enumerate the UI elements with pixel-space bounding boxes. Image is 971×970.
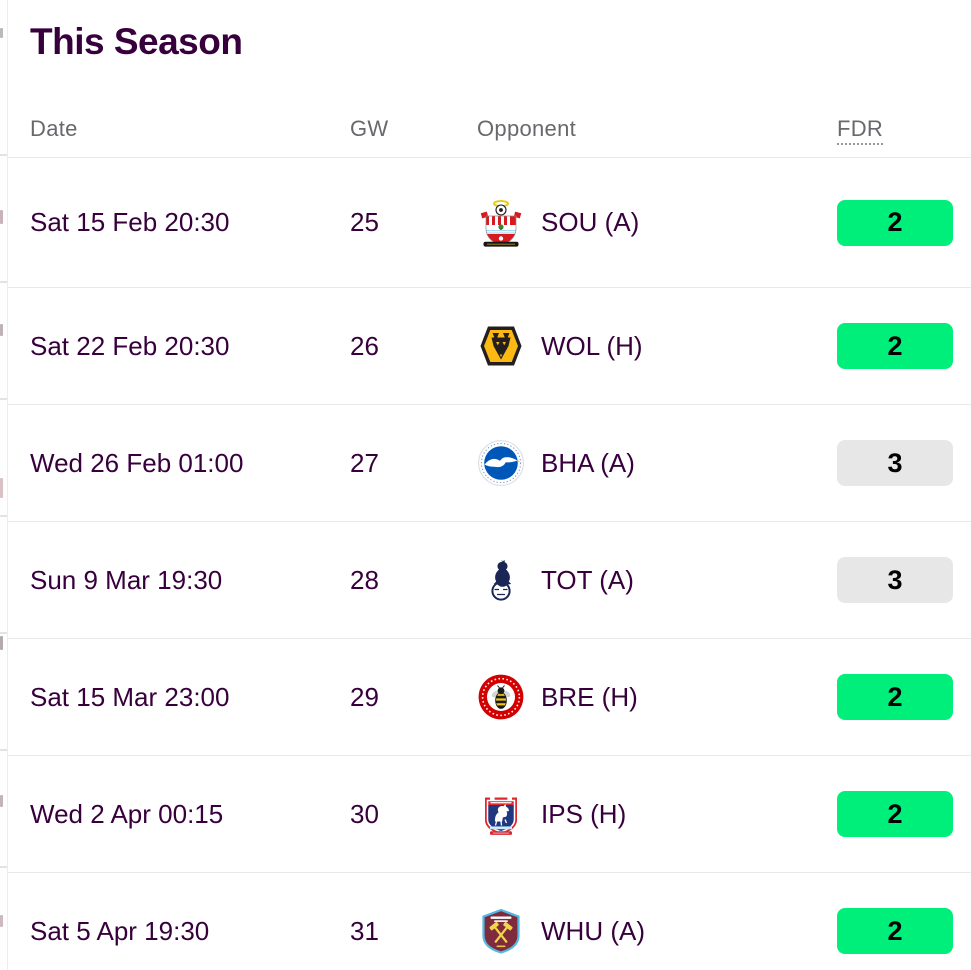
fixture-opponent: WOL (H): [541, 330, 643, 361]
fdr-badge: 2: [837, 199, 953, 246]
brighton-crest-icon: [477, 439, 525, 487]
section-title: This Season: [30, 21, 243, 62]
fixture-opponent: BRE (H): [541, 681, 638, 712]
page-edge-artifact: [0, 915, 3, 927]
fixture-date: Sat 15 Feb 20:30: [30, 207, 230, 237]
fixture-row: Sun 9 Mar 19:30 28 TOT (A) 3: [8, 521, 971, 638]
fixture-date: Sat 15 Mar 23:00: [30, 681, 230, 712]
ipswich-crest-icon: [477, 790, 525, 838]
page-edge-artifact: [0, 749, 7, 751]
fixture-row: Wed 2 Apr 00:15 30: [8, 755, 971, 872]
fixture-date: Sat 22 Feb 20:30: [30, 330, 230, 361]
fixture-date: Wed 2 Apr 00:15: [30, 798, 224, 829]
fixture-opponent: IPS (H): [541, 798, 627, 829]
col-header-opponent: Opponent: [477, 116, 577, 141]
fixture-gameweek: 27: [350, 447, 379, 478]
fixture-gameweek: 29: [350, 681, 379, 712]
fdr-badge: 3: [837, 440, 953, 486]
west-ham-crest-icon: [477, 907, 525, 955]
brentford-crest-icon: [477, 673, 525, 721]
fixture-row: Wed 26 Feb 01:00 27 BHA (A) 3: [8, 404, 971, 521]
wolves-crest-icon: [477, 322, 525, 370]
fixture-opponent: BHA (A): [541, 447, 635, 478]
page-edge-artifact: [0, 636, 3, 650]
fdr-tooltip-label[interactable]: FDR: [837, 116, 884, 145]
fixture-gameweek: 31: [350, 915, 379, 946]
fdr-badge: 2: [837, 791, 953, 837]
page-edge-artifact: [0, 515, 7, 517]
fdr-badge: 2: [837, 674, 953, 720]
this-season-section: This Season Date GW Opponent FDR Sat 15 …: [8, 0, 971, 970]
page-edge-artifact: [0, 478, 3, 498]
page-edge-artifact: [0, 281, 7, 283]
fdr-badge: 3: [837, 557, 953, 603]
col-header-gameweek: GW: [350, 116, 389, 141]
fixture-date: Wed 26 Feb 01:00: [30, 447, 244, 478]
page-edge-artifact: [0, 154, 7, 156]
fixture-row: Sat 15 Mar 23:00 29: [8, 638, 971, 755]
col-header-fdr[interactable]: FDR: [837, 116, 884, 157]
fdr-badge: 2: [837, 323, 953, 369]
fixture-date: Sun 9 Mar 19:30: [30, 564, 223, 595]
fixture-date: Sat 5 Apr 19:30: [30, 915, 210, 946]
fixture-opponent: WHU (A): [541, 915, 645, 946]
fixture-opponent: SOU (A): [541, 207, 640, 237]
fixture-opponent: TOT (A): [541, 564, 634, 595]
fixture-row: Sat 15 Feb 20:30 25: [8, 158, 971, 287]
southampton-crest-icon: [477, 199, 525, 247]
col-header-date: Date: [30, 116, 78, 141]
tottenham-crest-icon: [477, 556, 525, 604]
fdr-badge: 2: [837, 908, 953, 954]
page-edge-artifact: [0, 28, 3, 38]
page-edge-artifact: [0, 210, 3, 224]
page-edge-strip: [0, 0, 8, 970]
page-edge-artifact: [0, 632, 7, 634]
fixture-gameweek: 26: [350, 330, 379, 361]
page-edge-artifact: [0, 324, 3, 336]
fixture-row: Sat 22 Feb 20:30 26 WOL (H): [8, 287, 971, 404]
page-edge-artifact: [0, 398, 7, 400]
fixture-gameweek: 25: [350, 207, 379, 237]
fixture-gameweek: 28: [350, 564, 379, 595]
page-edge-artifact: [0, 795, 3, 807]
fixture-row: Sat 5 Apr 19:30 31: [8, 872, 971, 970]
fixture-gameweek: 30: [350, 798, 379, 829]
table-header-row: Date GW Opponent FDR: [8, 64, 971, 158]
page-edge-artifact: [0, 866, 7, 868]
